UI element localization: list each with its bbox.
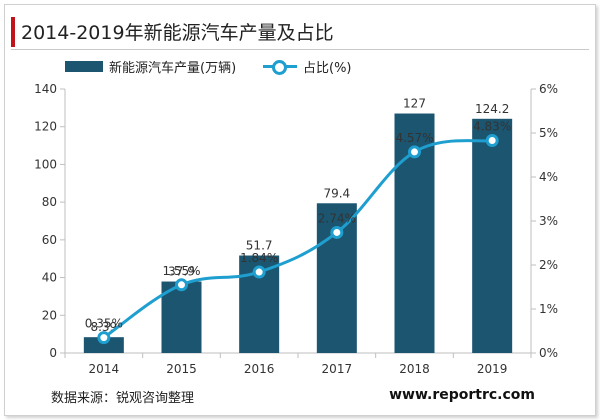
y-left-tick-label: 0 [49,346,57,360]
bar-data-label: 127 [403,97,426,111]
bar-data-label: 51.7 [246,239,273,253]
chart-card: 2014-2019年新能源汽车产量及占比 新能源汽车产量(万辆) 占比(%) 0… [4,4,596,416]
chart-legend: 新能源汽车产量(万辆) 占比(%) [5,55,600,77]
legend-line-marker [272,60,287,75]
line-point [330,225,344,239]
y-left-tick-label: 60 [42,233,57,247]
line-data-label: 1.84% [240,251,278,265]
legend-line-label: 占比(%) [303,61,352,76]
share-line [102,138,493,339]
bar [472,118,513,354]
combo-chart: 0 20 40 60 80 100 120 140 0% 1% 2% 3% 4% 5% 6% 2014 2015… [34,82,558,376]
y-right-tick-label: 3% [539,214,558,228]
bar [316,203,357,353]
line-point [175,278,188,292]
x-tick-label: 2015 [166,362,197,376]
y-left-tick-label: 40 [42,271,57,285]
legend-bar-label: 新能源汽车产量(万辆) [109,61,237,76]
y-left-tick-label: 120 [34,120,57,134]
line-data-label: 4.83% [473,119,511,133]
website-link[interactable]: www.reportrc.com [389,387,535,403]
line-data-label: 1.55% [162,264,200,278]
y-right-tick-label: 0% [539,346,558,360]
bar-data-label: 124.2 [475,102,509,116]
chart-title: 2014-2019年新能源汽车产量及占比 [21,22,334,44]
line-point [408,145,421,159]
y-right-tick-label: 6% [539,82,558,96]
bar [161,281,202,353]
x-tick-label: 2017 [322,362,353,376]
bar-data-label: 37.9 [168,265,195,279]
line-point [252,265,266,279]
title-accent-bar [11,17,15,47]
line-data-label: 0.35% [85,317,123,331]
y-right-tick-label: 4% [539,170,558,184]
line-data-label: 2.74% [318,211,356,225]
y-left-tick-label: 20 [42,308,57,322]
legend-bar-swatch [65,61,103,72]
y-right-tick-label: 5% [539,126,558,140]
y-right-tick-label: 2% [539,258,558,272]
bar [83,337,124,353]
y-left-tick-label: 100 [34,157,57,171]
y-left-tick-label: 140 [34,82,57,96]
x-tick-label: 2019 [477,362,508,376]
x-tick-label: 2018 [399,362,430,376]
y-right-tick-label: 1% [539,302,558,316]
line-point [97,331,111,345]
bar-data-label: 8.39 [90,320,117,334]
data-source: 数据来源：锐观咨询整理 [51,391,195,406]
x-tick-label: 2014 [89,362,120,376]
line-data-label: 4.57% [395,131,433,145]
bar-data-label: 79.4 [323,186,350,200]
x-tick-label: 2016 [244,362,275,376]
line-point [485,133,499,147]
title-divider [11,49,589,50]
y-left-tick-label: 80 [42,195,57,209]
